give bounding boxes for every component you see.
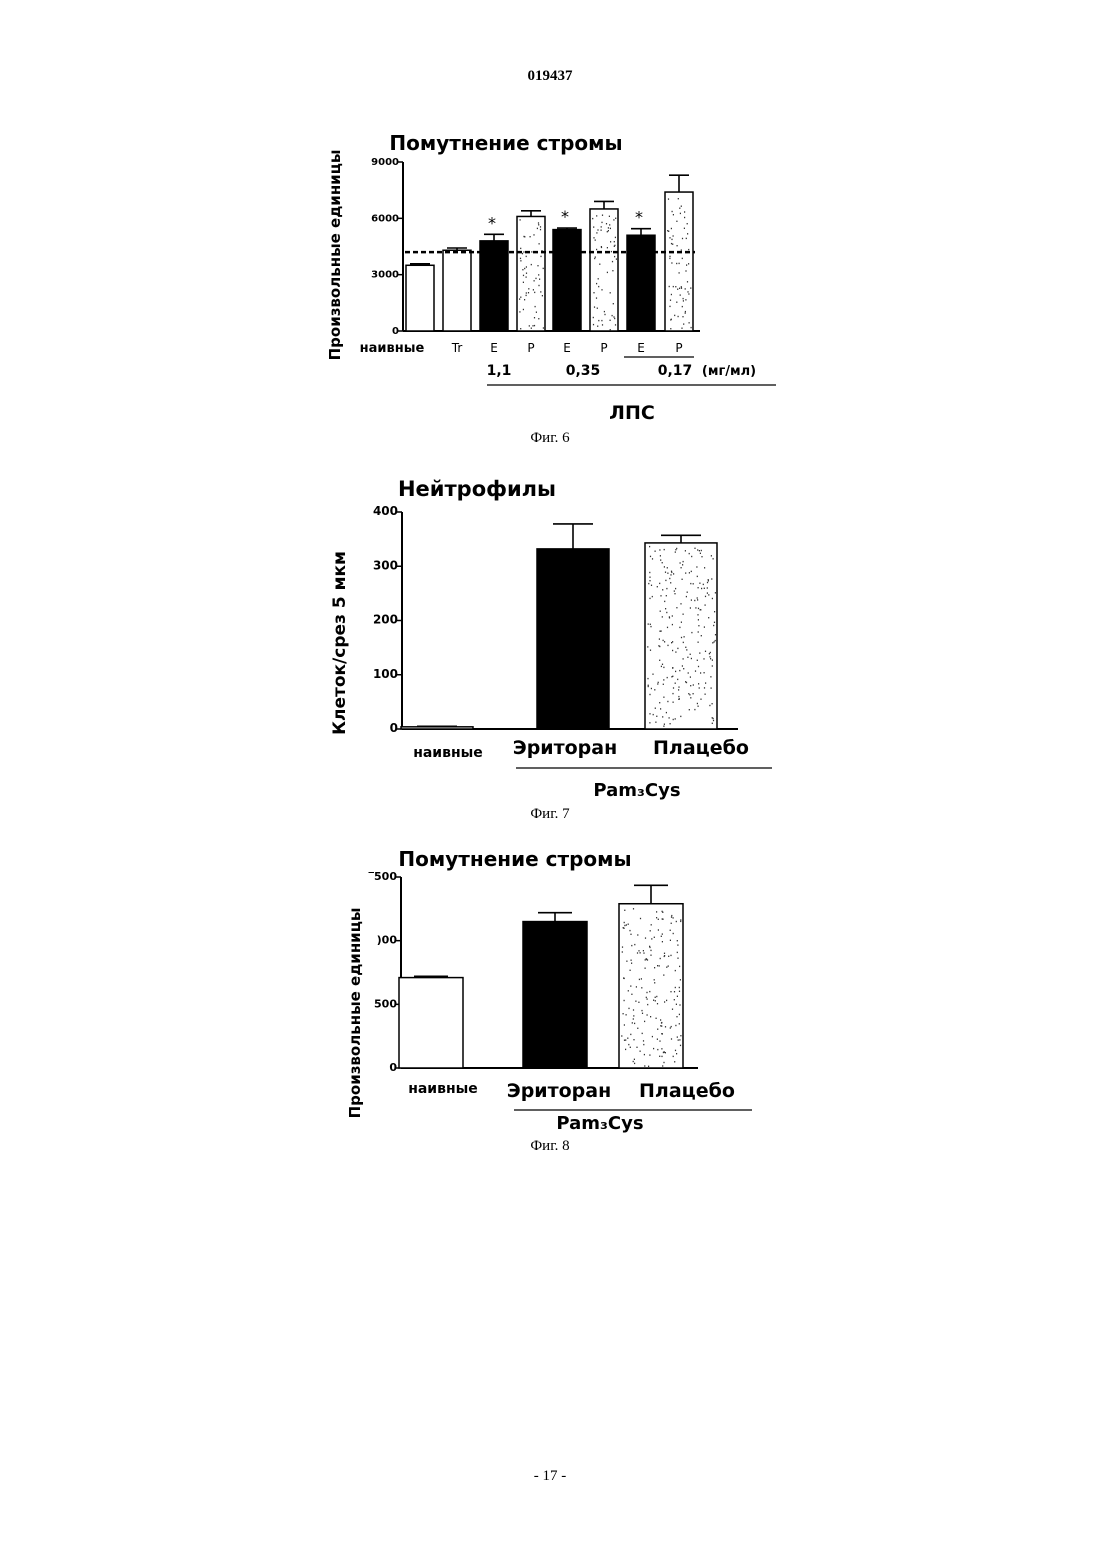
y-tick-label: 0	[389, 1061, 397, 1074]
x-tick-label: Эриторан	[507, 1080, 611, 1102]
page-number: - 17 -	[0, 1468, 1100, 1485]
bar	[619, 904, 683, 1068]
y-tick-label: 500	[374, 997, 397, 1010]
x-tick-label: Плацебо	[639, 1080, 735, 1102]
figure-8: Помутнение стромы Произвольные единицы 0…	[0, 0, 1100, 1160]
y-tick-label: )00	[377, 934, 398, 947]
chart-title: Помутнение стромы	[398, 847, 631, 871]
group-caption: Pam₃Cys	[556, 1113, 643, 1134]
y-tick-label: ‾500	[369, 870, 398, 883]
bar	[399, 978, 463, 1068]
bar	[523, 922, 587, 1068]
figure-8-chart: Помутнение стромы Произвольные единицы 0…	[0, 0, 1100, 1160]
y-axis-label: Произвольные единицы	[346, 908, 364, 1119]
x-tick-label: наивные	[408, 1081, 478, 1097]
figure-caption: Фиг. 8	[0, 1138, 1100, 1155]
